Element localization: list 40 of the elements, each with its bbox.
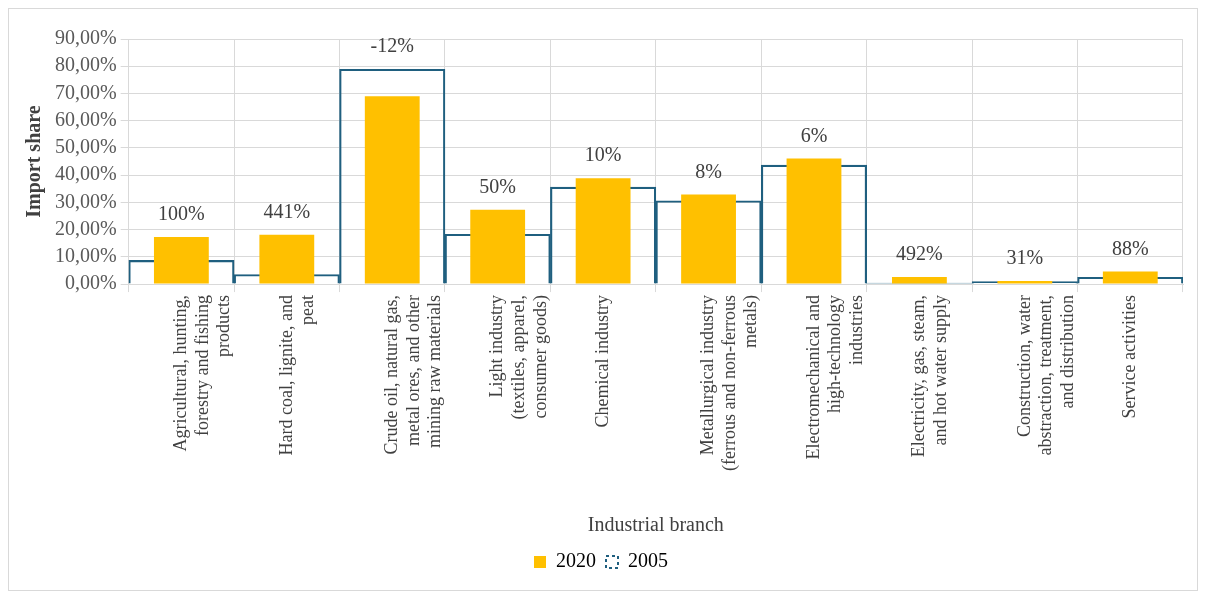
annotation: 100% bbox=[158, 202, 205, 225]
bar bbox=[575, 178, 631, 284]
bar bbox=[1102, 271, 1158, 284]
annotation: 441% bbox=[263, 200, 311, 223]
annotation: 6% bbox=[800, 123, 828, 146]
x-tick-label: Chemical industry bbox=[591, 295, 612, 428]
annotation: 8% bbox=[695, 159, 722, 182]
y-tick-label: 80,00% bbox=[54, 53, 117, 76]
y-tick-label: 20,00% bbox=[54, 216, 117, 239]
x-tick-label: Hard coal, lignite, and peat bbox=[275, 295, 318, 456]
annotation: -12% bbox=[370, 34, 414, 57]
y-tick-label: 10,00% bbox=[54, 244, 117, 267]
y-tick-label: 90,00% bbox=[54, 26, 117, 49]
y-tick-label: 60,00% bbox=[54, 107, 117, 130]
bar bbox=[259, 234, 315, 284]
x-tick-label: Agricultural, hunting, forestry and fishing products bbox=[170, 295, 234, 452]
y-tick-label: 70,00% bbox=[54, 80, 117, 103]
bar bbox=[786, 158, 842, 284]
annotation: 31% bbox=[1006, 246, 1044, 269]
y-tick-label: 0,00% bbox=[64, 271, 117, 294]
annotation: 492% bbox=[896, 242, 943, 265]
x-tick-label: Light industry (textiles, apparel, consumer goods) bbox=[486, 295, 551, 420]
bar bbox=[470, 209, 526, 284]
annotation: 50% bbox=[479, 174, 517, 197]
bar bbox=[892, 276, 947, 284]
x-tick-label: Metallurgical industry (ferrous and non-ferrous metals) bbox=[697, 295, 762, 472]
bar bbox=[153, 236, 209, 284]
bar bbox=[364, 96, 420, 284]
annotation: 88% bbox=[1111, 236, 1149, 259]
annotation: 10% bbox=[584, 143, 622, 166]
legend-label: 2020 bbox=[556, 549, 596, 572]
bar bbox=[681, 194, 736, 284]
bar bbox=[997, 281, 1053, 284]
x-tick-label: Service activities bbox=[1119, 295, 1140, 419]
x-axis-title: Industrial branch bbox=[587, 513, 724, 536]
y-tick-label: 50,00% bbox=[54, 135, 117, 158]
y-axis-title: Import share bbox=[22, 105, 46, 218]
y-tick-label: 30,00% bbox=[54, 189, 117, 212]
legend-label: 2005 bbox=[628, 549, 668, 572]
y-tick-label: 40,00% bbox=[54, 162, 117, 185]
